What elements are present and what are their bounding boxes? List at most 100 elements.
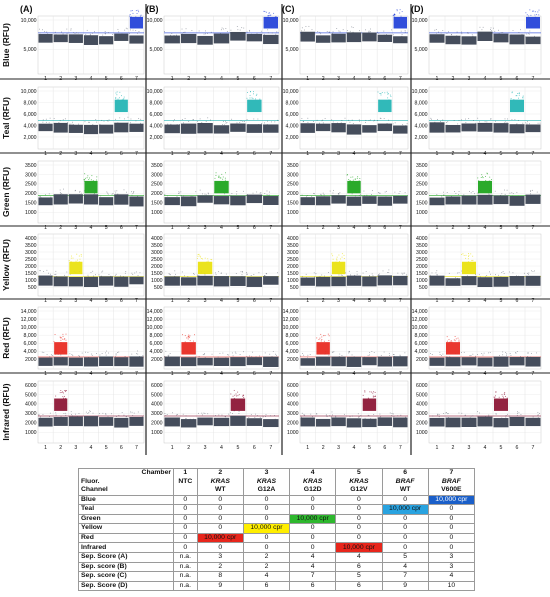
droplet-point [370, 418, 372, 419]
droplet-point [313, 121, 315, 122]
droplet-point [263, 275, 265, 276]
droplet-point [319, 31, 321, 33]
droplet-point [441, 355, 442, 356]
x-tick-label: 3 [204, 151, 207, 157]
droplet-point [94, 31, 95, 33]
droplet-point [87, 274, 89, 276]
droplet-point [509, 271, 511, 273]
x-tick-label: 7 [269, 298, 272, 304]
x-tick-label: 3 [468, 151, 471, 157]
droplet-point [366, 194, 368, 196]
droplet-point [183, 32, 185, 33]
droplet-point [101, 119, 103, 121]
droplet-point [62, 194, 64, 196]
y-tick-label: 5000 [151, 392, 163, 398]
negative-droplet-cluster [429, 197, 445, 206]
droplet-point [199, 189, 201, 191]
plot-frame [163, 380, 280, 444]
droplet-point [93, 275, 95, 277]
droplet-point [392, 14, 394, 16]
table-cell: 0 [242, 513, 291, 525]
x-tick-label: 1 [436, 445, 439, 451]
y-tick-label: 4000 [151, 402, 163, 408]
droplet-point [373, 119, 375, 121]
negative-droplet-cluster [362, 357, 377, 366]
negative-droplet-cluster [346, 356, 362, 367]
y-tick-label: 10,000 [21, 89, 37, 95]
droplet-point [311, 195, 313, 197]
negative-droplet-cluster [99, 197, 114, 206]
x-tick-label: 1 [306, 371, 309, 377]
negative-droplet-cluster [445, 357, 461, 367]
droplet-point [406, 123, 408, 125]
negative-droplet-cluster [509, 276, 525, 286]
droplet-point [522, 122, 524, 124]
droplet-point [184, 118, 186, 119]
x-tick-label: 4 [220, 371, 223, 377]
x-tick-label: 3 [337, 225, 340, 231]
droplet-point [39, 32, 41, 34]
droplet-point [533, 10, 535, 12]
droplet-point [356, 271, 358, 272]
droplet-point [99, 123, 101, 125]
droplet-point [105, 413, 107, 414]
droplet-point [448, 272, 450, 274]
droplet-point [360, 195, 362, 197]
droplet-point [383, 118, 385, 119]
y-tick-label: 6000 [151, 383, 163, 389]
chamber-number: 2 [218, 469, 223, 477]
y-tick-label: 3500 [25, 163, 37, 169]
droplet-point [194, 334, 195, 336]
negative-droplet-cluster [362, 32, 377, 42]
table-cell: 0 [242, 504, 291, 515]
droplet-point [368, 31, 370, 33]
x-tick-label: 5 [500, 225, 503, 231]
droplet-point [316, 119, 318, 121]
droplet-point [483, 352, 485, 354]
table-cell: 6 [335, 580, 383, 592]
droplet-point [122, 99, 124, 101]
droplet-point [369, 119, 371, 121]
droplet-point [447, 413, 449, 414]
negative-droplet-cluster [393, 36, 408, 44]
droplet-point [108, 352, 110, 354]
droplet-point [430, 353, 431, 354]
negative-droplet-cluster [377, 34, 393, 42]
x-tick-label: 7 [135, 298, 138, 304]
droplet-point [506, 397, 508, 399]
x-tick-label: 4 [220, 151, 223, 157]
droplet-point [489, 176, 491, 178]
y-tick-label: 3500 [416, 243, 428, 249]
droplet-point [115, 192, 117, 194]
droplet-point [135, 271, 137, 273]
table-header-chamber-col: 5 KRAS G12V [335, 468, 383, 496]
droplet-point [434, 29, 436, 31]
negative-droplet-cluster [393, 356, 408, 367]
plot-frame [163, 15, 280, 75]
y-tick-label: 4000 [151, 236, 163, 242]
droplet-point [92, 412, 94, 414]
droplet-point [358, 416, 360, 418]
droplet-point [112, 34, 113, 35]
droplet-point [46, 31, 48, 33]
droplet-point [134, 272, 136, 274]
y-tick-label: 4000 [287, 236, 299, 242]
droplet-point [252, 98, 254, 100]
droplet-point [458, 339, 460, 341]
x-tick-label: 7 [269, 151, 272, 157]
droplet-point [504, 189, 505, 191]
y-tick-label: 8,000 [415, 100, 428, 106]
y-tick-label: 10,000 [21, 18, 37, 24]
droplet-point [50, 196, 52, 198]
droplet-point [272, 351, 274, 352]
droplet-point [169, 353, 171, 354]
droplet-point [53, 341, 55, 343]
droplet-point [93, 194, 95, 196]
positive-droplet-cluster [362, 398, 377, 411]
droplet-point [527, 356, 529, 357]
droplet-point [378, 417, 380, 419]
table-cell: 3 [427, 561, 476, 573]
x-tick-label: 7 [135, 225, 138, 231]
droplet-point [203, 412, 205, 414]
droplet-point [249, 355, 250, 357]
